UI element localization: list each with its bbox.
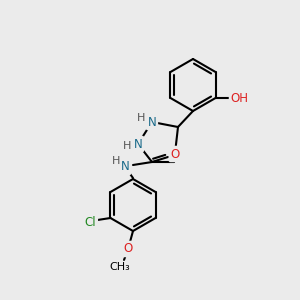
Text: N: N [134,137,142,151]
Text: CH₃: CH₃ [110,262,130,272]
Text: O: O [123,242,133,256]
Text: O: O [170,148,180,160]
Text: N: N [121,160,129,173]
Text: H: H [137,113,145,123]
Text: OH: OH [230,92,248,104]
Text: H: H [123,141,131,151]
Text: N: N [148,116,156,128]
Text: H: H [112,156,120,166]
Text: Cl: Cl [85,215,96,229]
